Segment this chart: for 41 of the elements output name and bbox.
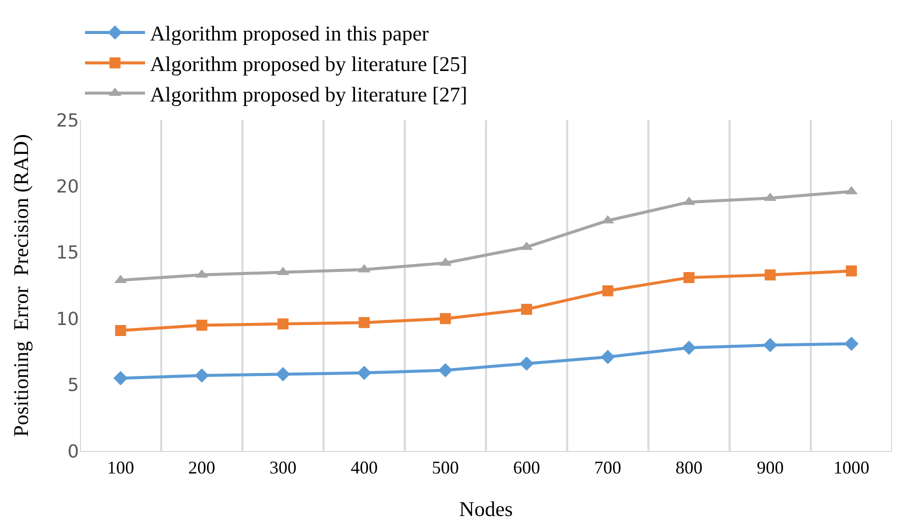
x-axis-title: Nodes [459, 497, 513, 521]
x-tick-label: 600 [513, 458, 540, 478]
legend-label: Algorithm proposed by literature [25] [150, 52, 468, 76]
x-tick-label: 300 [270, 458, 296, 478]
point [600, 350, 615, 364]
legend-label: Algorithm proposed in this paper [150, 22, 429, 46]
point [358, 317, 370, 328]
point [602, 285, 614, 296]
point [521, 304, 532, 315]
legend-label: Algorithm proposed by literature [27] [150, 82, 468, 106]
point [278, 318, 288, 330]
x-tick-label: 1000 [833, 458, 870, 478]
point [194, 368, 209, 383]
point [684, 272, 694, 284]
point [844, 336, 859, 351]
y-tick-label: 0 [68, 441, 79, 462]
point [519, 356, 534, 371]
point [440, 313, 451, 324]
point [357, 366, 372, 380]
point [764, 269, 776, 280]
point [276, 367, 290, 382]
y-tick-label: 20 [56, 176, 79, 198]
x-tick-label: 700 [594, 458, 622, 478]
point [113, 371, 128, 386]
x-tick-label: 100 [107, 458, 134, 478]
point [763, 338, 778, 352]
y-tick-label: 15 [56, 242, 79, 264]
x-tick-label: 200 [188, 458, 216, 478]
point [115, 325, 126, 336]
x-tick-label: 400 [350, 458, 378, 478]
y-tick-label: 10 [56, 308, 79, 330]
y-axis-title: Positioning Error Precision (RAD) [9, 134, 33, 437]
x-tick-label: 900 [756, 458, 784, 478]
x-tick-label: 500 [432, 458, 459, 478]
x-tick-label: 800 [676, 458, 702, 478]
point [196, 320, 208, 331]
y-tick-label: 5 [68, 375, 79, 396]
point [846, 265, 857, 276]
point [438, 363, 453, 378]
y-tick-label: 25 [56, 110, 79, 132]
point [682, 340, 696, 355]
